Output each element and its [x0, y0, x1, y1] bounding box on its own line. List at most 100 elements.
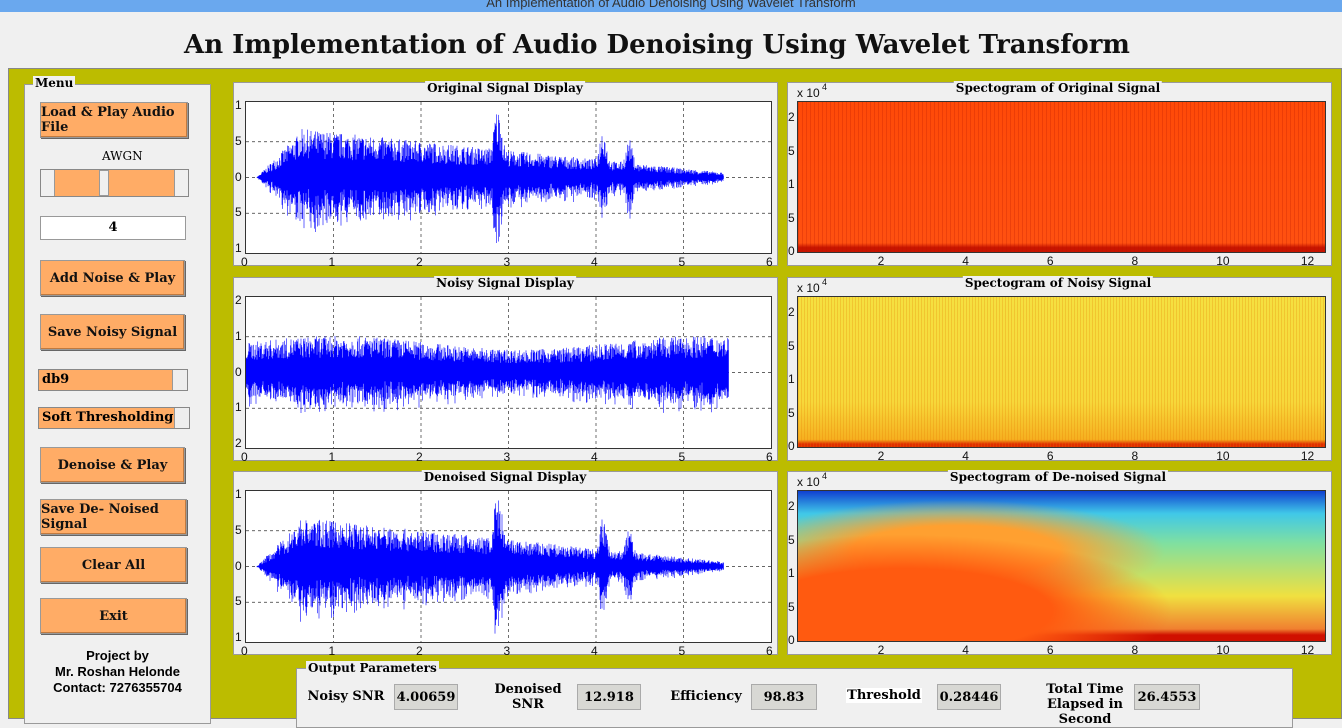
y-tick-label: 1 [235, 487, 242, 501]
x-tick-label: 3 [503, 450, 511, 464]
x-tick-label: 10 [1216, 449, 1230, 463]
x-tick-label: 4 [591, 644, 598, 658]
threshold-dropdown[interactable]: Soft Thresholding [38, 407, 190, 429]
credit-line: Mr. Roshan Helonde [55, 664, 180, 679]
y-tick-label: 5 [788, 405, 795, 420]
exponent-base: x 10 [797, 86, 820, 100]
plot-axes [245, 101, 772, 254]
y-tick-label: 1 [788, 177, 795, 191]
x-tick-label: 12 [1300, 254, 1315, 268]
waveform-canvas [246, 297, 771, 448]
waveform-canvas [246, 102, 771, 253]
noise-value-box[interactable]: 4 [40, 216, 186, 240]
output-field-label: Threshold [846, 688, 922, 703]
x-tick-label: 12 [1300, 643, 1315, 657]
wavelet-dropdown-arrow [172, 370, 187, 390]
x-tick-label: 6 [1046, 643, 1054, 657]
y-tick-label: 1 [235, 630, 242, 644]
x-tick-label: 6 [766, 255, 773, 269]
x-tick-label: 2 [877, 254, 885, 268]
slider-label: AWGN [102, 149, 143, 163]
plot-axes [245, 296, 772, 449]
y-tick-label: 2 [788, 305, 795, 319]
slider-left-arrow [41, 170, 55, 196]
spectrogram-title: Spectogram of Original Signal [953, 81, 1163, 95]
x-tick-label: 5 [678, 255, 686, 269]
waveform [246, 335, 729, 413]
exponent: 4 [822, 277, 828, 287]
y-tick-label: 2 [235, 436, 242, 450]
plot-title: Original Signal Display [425, 81, 585, 95]
y-tick-label: 1 [235, 400, 242, 415]
waveform [256, 500, 724, 634]
output-field-label: Efficiency [670, 689, 742, 704]
exponent-base: x 10 [797, 475, 820, 489]
slider-thumb [99, 170, 109, 196]
waveform-canvas [246, 491, 771, 642]
x-tick-label: 2 [416, 255, 423, 269]
x-tick-label: 4 [962, 449, 969, 463]
plot-axes [245, 490, 772, 643]
y-tick-label: 5 [788, 143, 795, 158]
app-title: An Implementation of Audio Denoising Usi… [184, 30, 1130, 60]
y-tick-label: 0 [788, 244, 795, 258]
x-tick-label: 1 [328, 644, 336, 658]
y-tick-label: 5 [788, 338, 795, 353]
x-tick-label: 2 [877, 449, 885, 463]
x-tick-label: 6 [766, 644, 773, 658]
y-tick-label: 2 [235, 293, 242, 307]
plot-title: Denoised Signal Display [421, 470, 589, 484]
output-field-value: 12.918 [577, 684, 641, 710]
menu-button[interactable]: Clear All [40, 547, 187, 583]
menu-button[interactable]: Load & Play Audio File [40, 102, 188, 138]
x-tick-label: 3 [503, 255, 511, 269]
y-tick-label: 0 [235, 364, 242, 379]
spectrogram-image [797, 490, 1326, 642]
wavelet-dropdown[interactable]: db9 [38, 369, 188, 391]
menu-label: Menu [33, 76, 76, 90]
output-field-label: Total Time Elapsed in Second [1046, 682, 1124, 727]
credit-line: Contact: 7276355704 [53, 680, 182, 695]
y-tick-label: 1 [788, 372, 795, 386]
x-tick-label: 2 [416, 450, 423, 464]
menu-button[interactable]: Denoise & Play [40, 447, 185, 483]
output-field-value: 4.00659 [394, 684, 458, 710]
slider-right-arrow [174, 170, 188, 196]
awgn-slider[interactable] [40, 169, 189, 197]
threshold-dropdown-arrow [174, 408, 189, 428]
y-tick-label: 0 [788, 439, 795, 453]
output-field-value: 98.83 [751, 684, 817, 710]
x-tick-label: 4 [962, 643, 969, 657]
menu-button[interactable]: Save Noisy Signal [40, 314, 185, 350]
output-label: Output Parameters [306, 661, 439, 675]
spectrogram-image [797, 296, 1326, 448]
x-tick-label: 0 [241, 255, 248, 269]
y-tick-label: 0 [235, 169, 242, 184]
y-tick-label: 5 [235, 133, 242, 148]
x-tick-label: 10 [1216, 254, 1230, 268]
x-tick-label: 4 [962, 254, 969, 268]
y-tick-label: 1 [235, 98, 242, 112]
x-tick-label: 8 [1131, 449, 1139, 463]
y-tick-label: 5 [788, 599, 795, 614]
y-tick-label: 5 [235, 522, 242, 537]
x-tick-label: 8 [1131, 643, 1139, 657]
y-tick-label: 0 [235, 558, 242, 573]
x-tick-label: 4 [591, 255, 598, 269]
menu-button[interactable]: Exit [40, 598, 187, 634]
x-tick-label: 5 [678, 644, 686, 658]
menu-button[interactable]: Save De- Noised Signal [40, 499, 187, 535]
x-tick-label: 1 [328, 450, 336, 464]
y-tick-label: 5 [788, 210, 795, 225]
menu-button[interactable]: Add Noise & Play [40, 260, 185, 296]
x-tick-label: 6 [1046, 254, 1054, 268]
y-tick-label: 5 [235, 205, 242, 220]
x-tick-label: 0 [241, 450, 248, 464]
y-tick-label: 1 [788, 566, 795, 580]
waveform [256, 114, 724, 244]
output-field-value: 26.4553 [1134, 684, 1200, 710]
y-tick-label: 2 [788, 110, 795, 124]
credit-line: Project by [86, 648, 149, 663]
x-tick-label: 5 [678, 450, 686, 464]
